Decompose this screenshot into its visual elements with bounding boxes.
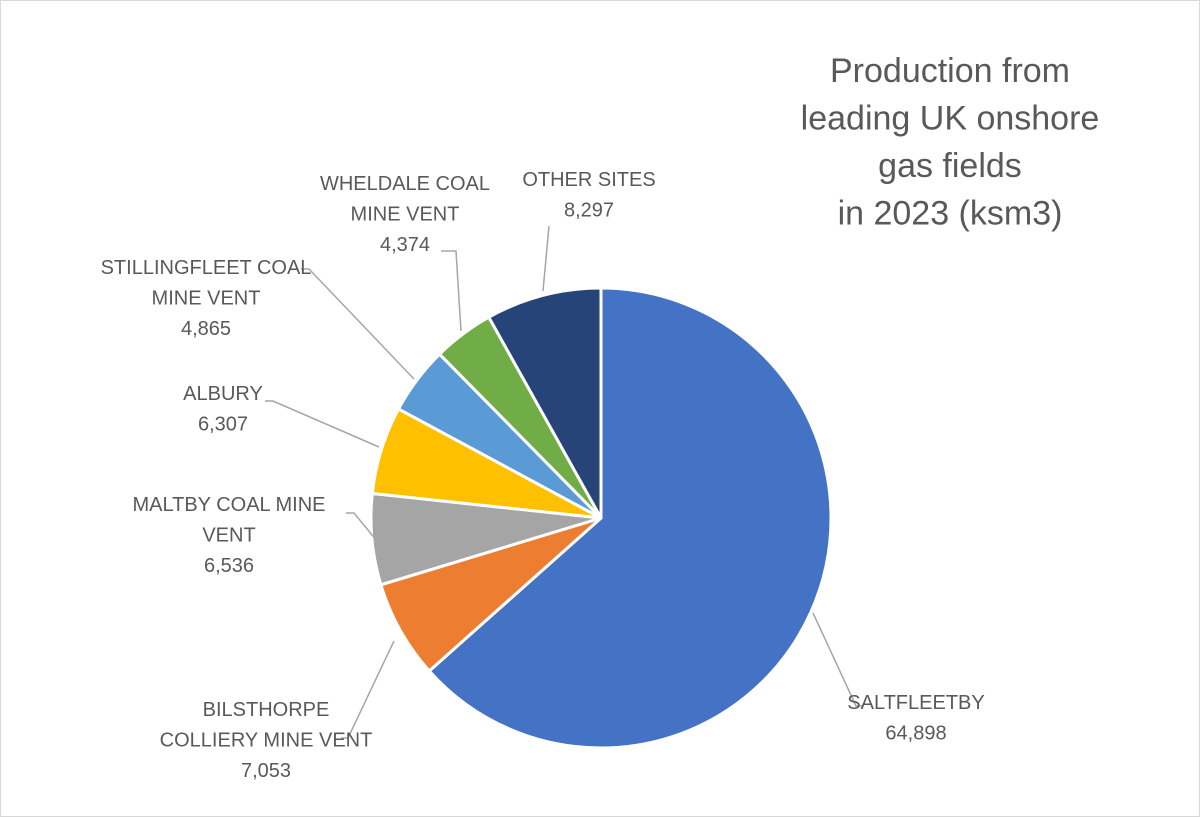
- chart-title-line: in 2023 (ksm3): [838, 195, 1063, 233]
- data-label-name: MALTBY COAL MINE: [132, 494, 325, 516]
- data-label-value: 6,536: [204, 555, 254, 577]
- chart-title-line: Production from: [830, 52, 1070, 90]
- data-label-value: 4,865: [181, 318, 231, 340]
- data-label-value: 4,374: [380, 234, 430, 256]
- data-label-name: ALBURY: [183, 383, 263, 405]
- data-label-name: OTHER SITES: [522, 169, 655, 191]
- data-label-value: 6,307: [198, 414, 248, 436]
- data-label-name: SALTFLEETBY: [847, 692, 984, 714]
- leader-line-6: [542, 225, 550, 292]
- chart-title-line: leading UK onshore: [801, 100, 1100, 138]
- leader-line-0: [812, 612, 863, 707]
- data-label-name: MINE VENT: [152, 288, 261, 310]
- data-label-name: COLLIERY MINE VENT: [160, 730, 373, 752]
- leader-line-2: [346, 512, 378, 542]
- data-label-name: STILLINGFLEET COAL: [101, 257, 312, 279]
- data-label-name: BILSTHORPE: [203, 699, 330, 721]
- leader-line-1: [341, 640, 395, 739]
- data-label-value: 8,297: [564, 200, 614, 222]
- leader-line-3: [265, 400, 380, 448]
- pie-slice-0: [427, 286, 833, 750]
- data-label-value: 64,898: [885, 723, 946, 745]
- data-label-name: WHELDALE COAL: [320, 173, 490, 195]
- data-label-value: 7,053: [241, 760, 291, 782]
- chart-title-line: gas fields: [878, 147, 1022, 185]
- leader-line-5: [441, 250, 462, 332]
- data-label-name: MINE VENT: [351, 204, 460, 226]
- pie-slice-6: [487, 286, 603, 520]
- leader-line-4: [301, 268, 415, 380]
- data-label-name: VENT: [202, 525, 255, 547]
